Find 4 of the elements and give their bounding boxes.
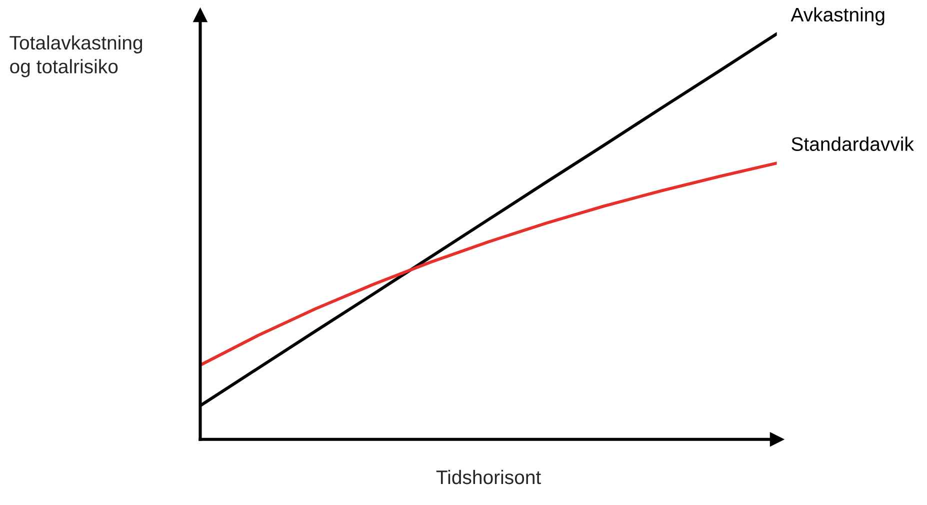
series-label: Standardavvik [792,136,914,151]
series-label: Avkastning [790,7,884,26]
y-axis-title: Totalavkastning og totalrisiko [10,35,142,78]
x-axis-title: Tidshorisont [436,470,541,484]
